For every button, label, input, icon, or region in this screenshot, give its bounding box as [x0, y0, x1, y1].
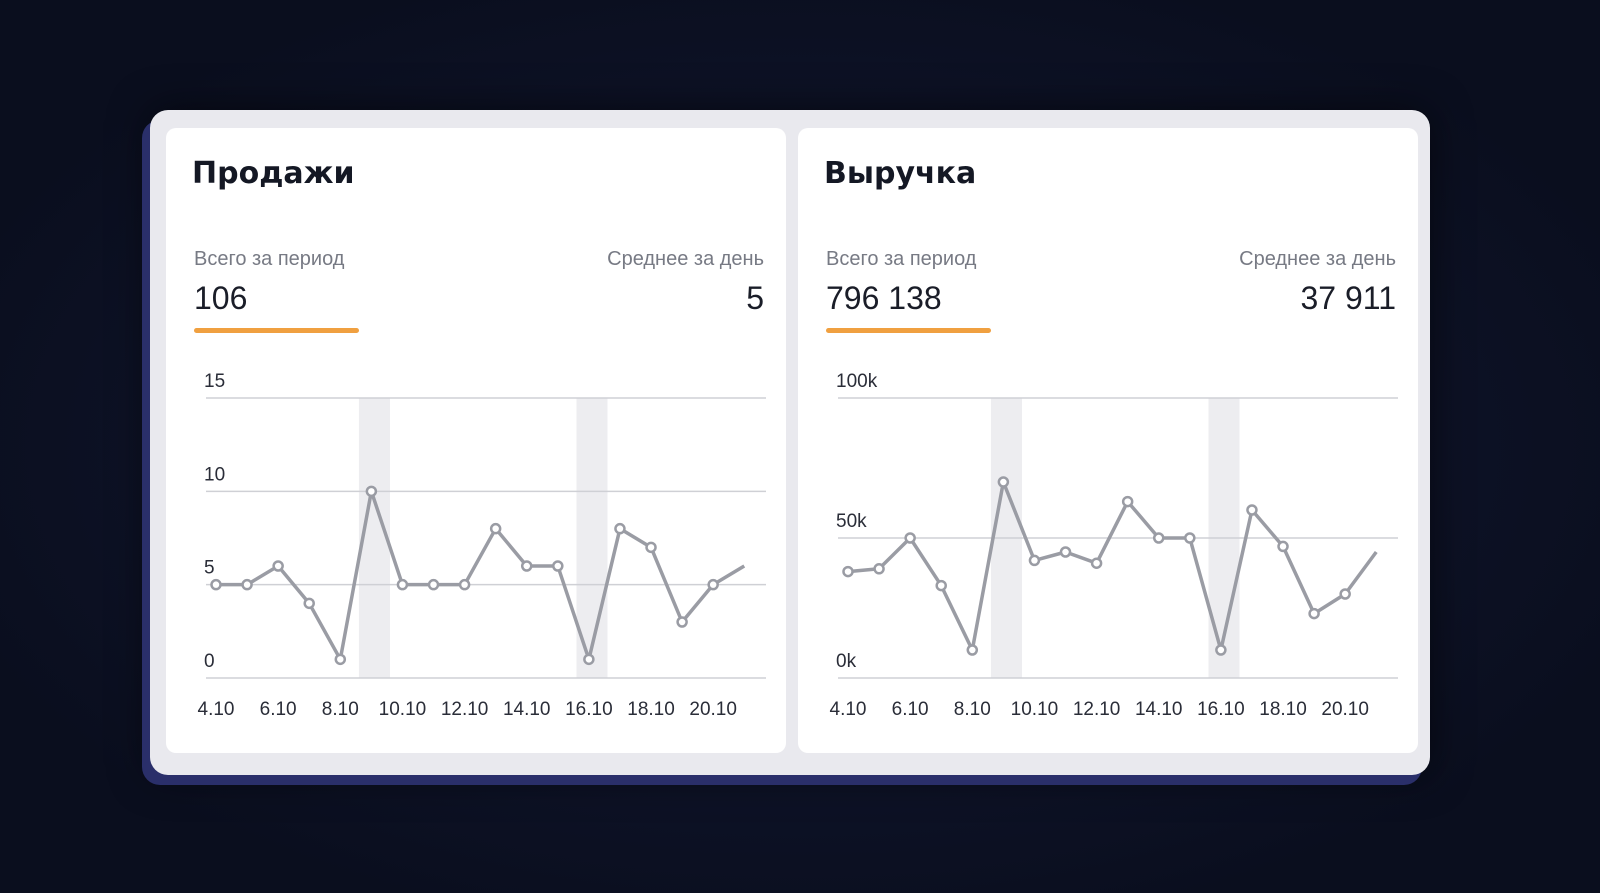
data-point [427, 578, 440, 591]
data-point [520, 560, 533, 572]
x-tick-label: 4.10 [198, 699, 235, 720]
x-tick-label: 10.10 [1011, 699, 1059, 720]
y-tick-label: 0 [204, 651, 215, 672]
x-tick-label: 16.10 [1197, 699, 1245, 720]
y-tick-label: 5 [204, 558, 215, 579]
x-tick-label: 14.10 [1135, 699, 1183, 720]
x-tick-label: 20.10 [689, 699, 737, 720]
x-tick-label: 6.10 [260, 699, 297, 720]
y-tick-label: 100k [836, 371, 878, 392]
stat-value: 796 138 [826, 280, 942, 316]
x-tick-label: 8.10 [322, 699, 359, 720]
data-point [1246, 504, 1258, 516]
stat-label: Всего за период [194, 248, 345, 270]
data-point [210, 578, 222, 591]
y-tick-label: 15 [204, 371, 225, 392]
data-point [842, 565, 854, 578]
data-point [334, 653, 347, 666]
dashboard-card: Продажи Всего за период 106 Среднее за день… [150, 110, 1430, 775]
series-line [216, 489, 746, 662]
stat-value: 5 [746, 280, 764, 316]
x-tick-label: 18.10 [1259, 699, 1307, 720]
data-point [873, 563, 885, 575]
data-point [676, 616, 688, 628]
data-point [303, 597, 315, 610]
data-point [1152, 532, 1165, 544]
panel: Выручка Всего за период 796 138 Среднее за … [798, 128, 1418, 753]
x-tick-label: 14.10 [503, 699, 551, 720]
stat-label: Среднее за день [607, 248, 764, 270]
data-point [966, 644, 979, 656]
weekend-band [576, 398, 608, 678]
data-point [458, 578, 471, 591]
accent-bar [194, 328, 359, 333]
panel-title: Выручка [824, 156, 977, 191]
stat-value: 106 [194, 280, 248, 316]
x-tick-label: 16.10 [565, 699, 613, 720]
line-chart: 0k 50k 100k 4.10 6.10 8.10 10.10 12.10 14.10 16.1… [830, 371, 1398, 720]
y-tick-label: 0k [836, 651, 857, 672]
data-point [997, 476, 1010, 488]
data-point [552, 560, 564, 572]
x-tick-label: 20.10 [1321, 699, 1369, 720]
y-tick-label: 50k [836, 511, 867, 532]
data-point [614, 522, 626, 535]
x-tick-label: 18.10 [627, 699, 675, 720]
data-point [365, 485, 378, 498]
data-point [935, 579, 947, 592]
data-point [1059, 546, 1072, 558]
data-point [241, 578, 253, 591]
data-point [583, 653, 595, 666]
data-point [272, 560, 284, 572]
stat-value: 37 911 [1300, 280, 1397, 316]
data-point [707, 578, 719, 591]
data-point [1277, 540, 1289, 553]
x-tick-label: 12.10 [441, 699, 489, 720]
y-tick-label: 10 [204, 464, 225, 485]
stat-label: Среднее за день [1239, 248, 1396, 270]
data-point [1184, 532, 1196, 544]
stat-label: Всего за период [826, 248, 977, 270]
data-point [1090, 557, 1103, 569]
accent-bar [826, 328, 991, 333]
x-tick-label: 12.10 [1073, 699, 1121, 720]
series-line [847, 480, 1378, 652]
x-tick-label: 10.10 [379, 699, 427, 720]
x-tick-label: 6.10 [892, 699, 929, 720]
data-point [1339, 588, 1351, 600]
line-chart: 0 5 10 15 4.10 6.10 8.10 10.10 12.10 14.10 16.10 18… [198, 371, 766, 720]
x-tick-label: 4.10 [830, 699, 867, 720]
data-point [396, 578, 409, 591]
panel-title: Продажи [192, 156, 355, 191]
data-point [904, 532, 916, 544]
data-point [1028, 554, 1041, 567]
data-point [1308, 607, 1320, 620]
data-point [1121, 495, 1134, 508]
panel: Продажи Всего за период 106 Среднее за день… [166, 128, 786, 753]
data-point [489, 522, 502, 535]
data-point [645, 541, 657, 554]
data-point [1215, 644, 1227, 656]
x-tick-label: 8.10 [954, 699, 991, 720]
